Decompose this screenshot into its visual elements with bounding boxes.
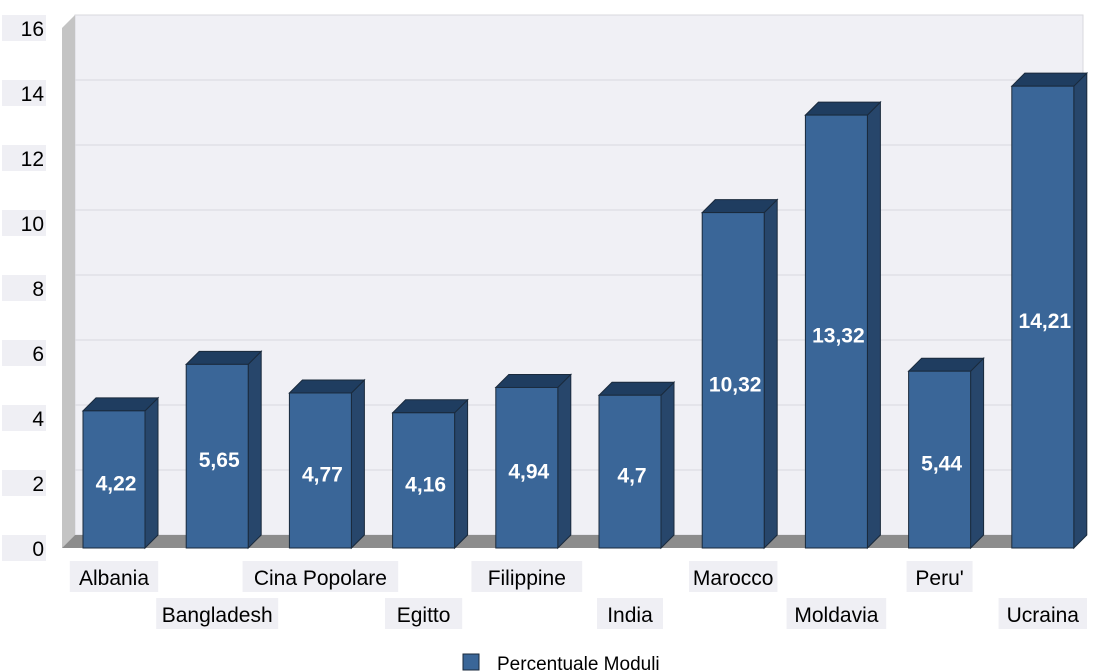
bar-cina-popolare: 4,77 [289,380,364,548]
bar-top [289,380,364,393]
bar-top [805,102,880,115]
bar-ucraina: 14,21 [1012,73,1087,548]
left-wall [62,15,75,548]
bar-top [702,200,777,213]
y-tick-label: 6 [32,343,44,366]
bar-side [145,398,158,548]
bar-side [455,400,468,548]
x-tick-label: Cina Popolare [254,567,387,590]
bar-side [661,382,674,548]
bar-value-label: 4,94 [508,461,549,484]
y-tick-label: 10 [21,213,44,236]
x-axis-labels: Albania Bangladesh Cina Popolare Egitto Fili… [70,561,1087,629]
bar-moldavia: 13,32 [805,102,880,548]
bar-top [1012,73,1087,86]
legend: Percentuale Moduli [463,654,660,672]
bar-value-label: 4,16 [405,473,446,496]
bar-value-label: 4,22 [96,472,137,495]
bar-filippine: 4,94 [496,374,571,548]
y-tick-label: 14 [21,83,45,106]
bar-top [393,400,468,413]
bar-side [1074,73,1087,548]
legend-swatch [463,654,479,670]
y-axis-ticks: 0 2 4 6 8 10 12 14 16 [2,15,46,561]
bar-top [909,358,984,371]
bar-side [764,200,777,548]
y-tick-label: 0 [32,538,44,561]
x-tick-label: Ucraina [1007,604,1080,627]
x-tick-label: Egitto [397,604,451,627]
bar-side [867,102,880,548]
bar-side [248,351,261,548]
y-tick-label: 4 [32,408,44,431]
x-tick-label: Albania [79,567,149,590]
x-tick-label: Bangladesh [162,604,273,627]
bar-side [351,380,364,548]
bar-value-label: 4,77 [302,463,343,486]
bar-value-label: 5,44 [921,453,962,476]
x-tick-label: India [607,604,653,627]
bar-bangladesh: 5,65 [186,351,261,548]
x-tick-label: Peru' [915,567,963,590]
x-tick-label: Marocco [693,567,774,590]
bar-side [971,358,984,548]
bar-top [496,374,571,387]
bar-marocco: 10,32 [702,200,777,548]
bar-value-label: 10,32 [709,373,762,396]
y-tick-label: 16 [21,18,44,41]
bar-top [186,351,261,364]
bar-value-label: 4,7 [617,465,646,488]
bar-side [558,374,571,548]
y-tick-label: 2 [32,473,44,496]
bar-egitto: 4,16 [393,400,468,548]
bar-value-label: 5,65 [199,449,240,472]
legend-label: Percentuale Moduli [497,654,660,672]
bar-value-label: 14,21 [1019,310,1072,333]
bar-india: 4,7 [599,382,674,548]
x-tick-label: Filippine [488,567,566,590]
bar-value-label: 13,32 [812,325,865,348]
y-tick-label: 8 [32,278,44,301]
y-tick-label: 12 [21,148,44,171]
bar-albania: 4,22 [83,398,158,548]
bar-top [83,398,158,411]
bar-peru: 5,44 [909,358,984,548]
bar-top [599,382,674,395]
x-tick-label: Moldavia [794,604,878,627]
